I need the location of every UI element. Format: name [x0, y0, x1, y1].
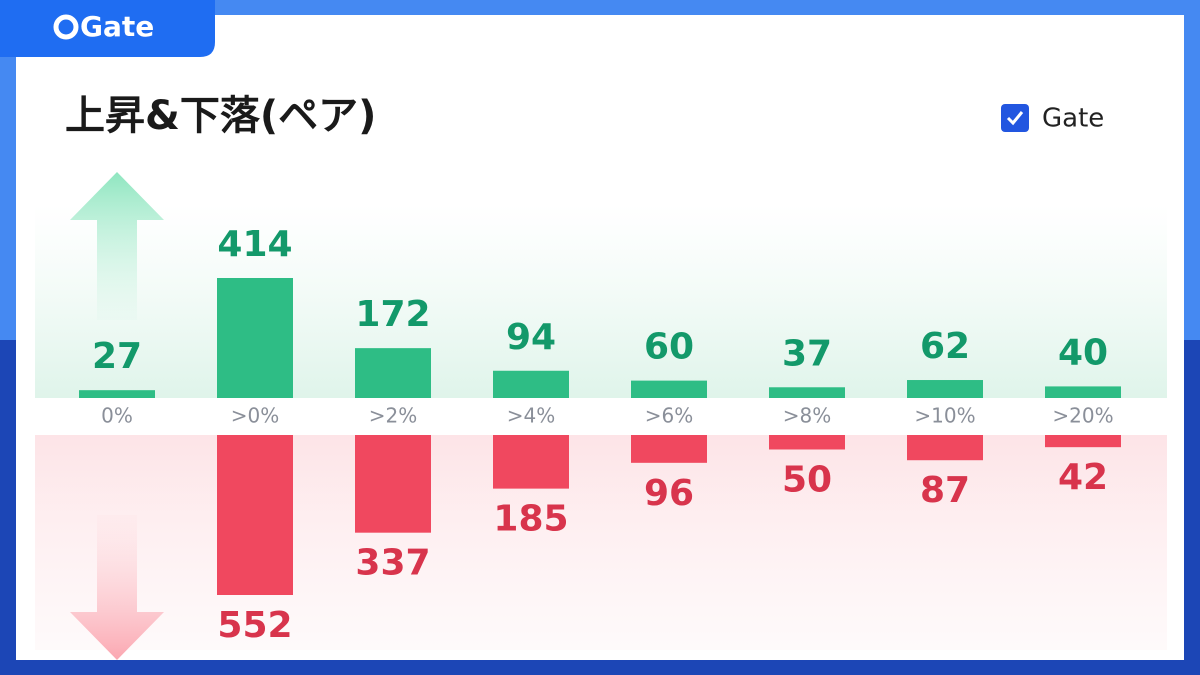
logo-icon: [53, 14, 79, 40]
gain-bar: [907, 380, 983, 398]
value-label: 27: [92, 336, 142, 377]
gain-bar: [79, 390, 155, 398]
loss-bar: [1045, 435, 1121, 448]
value-label: 87: [920, 470, 970, 511]
gain-bar: [217, 278, 293, 398]
x-tick-label: >4%: [507, 404, 556, 428]
value-label: 50: [782, 459, 832, 500]
down-arrow: [70, 515, 164, 660]
gain-bar: [769, 387, 845, 398]
x-tick-label: >10%: [914, 404, 975, 428]
logo-tab: [0, 0, 215, 57]
loss-bar: [217, 435, 293, 595]
value-label: 94: [506, 317, 556, 358]
x-tick-label: 0%: [101, 404, 133, 428]
gain-bar: [355, 348, 431, 398]
value-label: 552: [217, 605, 292, 646]
gain-zone: [35, 205, 1167, 398]
value-label: 60: [644, 327, 694, 368]
value-label: 337: [355, 543, 430, 584]
value-label: 172: [355, 294, 430, 335]
gain-bar: [631, 380, 707, 398]
x-tick-label: >8%: [783, 404, 832, 428]
value-label: 40: [1058, 332, 1108, 373]
loss-bar: [355, 435, 431, 533]
chart-title: 上昇&下落(ペア): [65, 93, 376, 139]
legend-checkbox[interactable]: [1001, 104, 1029, 132]
value-label: 96: [644, 473, 694, 514]
logo-text: Gate: [80, 10, 154, 43]
loss-bar: [907, 435, 983, 461]
legend-label: Gate: [1042, 104, 1104, 134]
value-label: 185: [493, 499, 568, 540]
loss-bar: [769, 435, 845, 450]
up-arrow: [70, 172, 164, 320]
gain-bar: [493, 370, 569, 398]
loss-zone: [35, 435, 1167, 650]
x-tick-label: >0%: [231, 404, 280, 428]
value-label: 42: [1058, 457, 1108, 498]
x-tick-label: >20%: [1052, 404, 1113, 428]
x-tick-label: >6%: [645, 404, 694, 428]
value-label: 414: [217, 224, 292, 265]
loss-bar: [493, 435, 569, 489]
x-tick-label: >2%: [369, 404, 418, 428]
value-label: 62: [920, 326, 970, 367]
loss-bar: [631, 435, 707, 463]
value-label: 37: [782, 333, 832, 374]
gain-bar: [1045, 386, 1121, 398]
legend-check: [1006, 111, 1024, 126]
